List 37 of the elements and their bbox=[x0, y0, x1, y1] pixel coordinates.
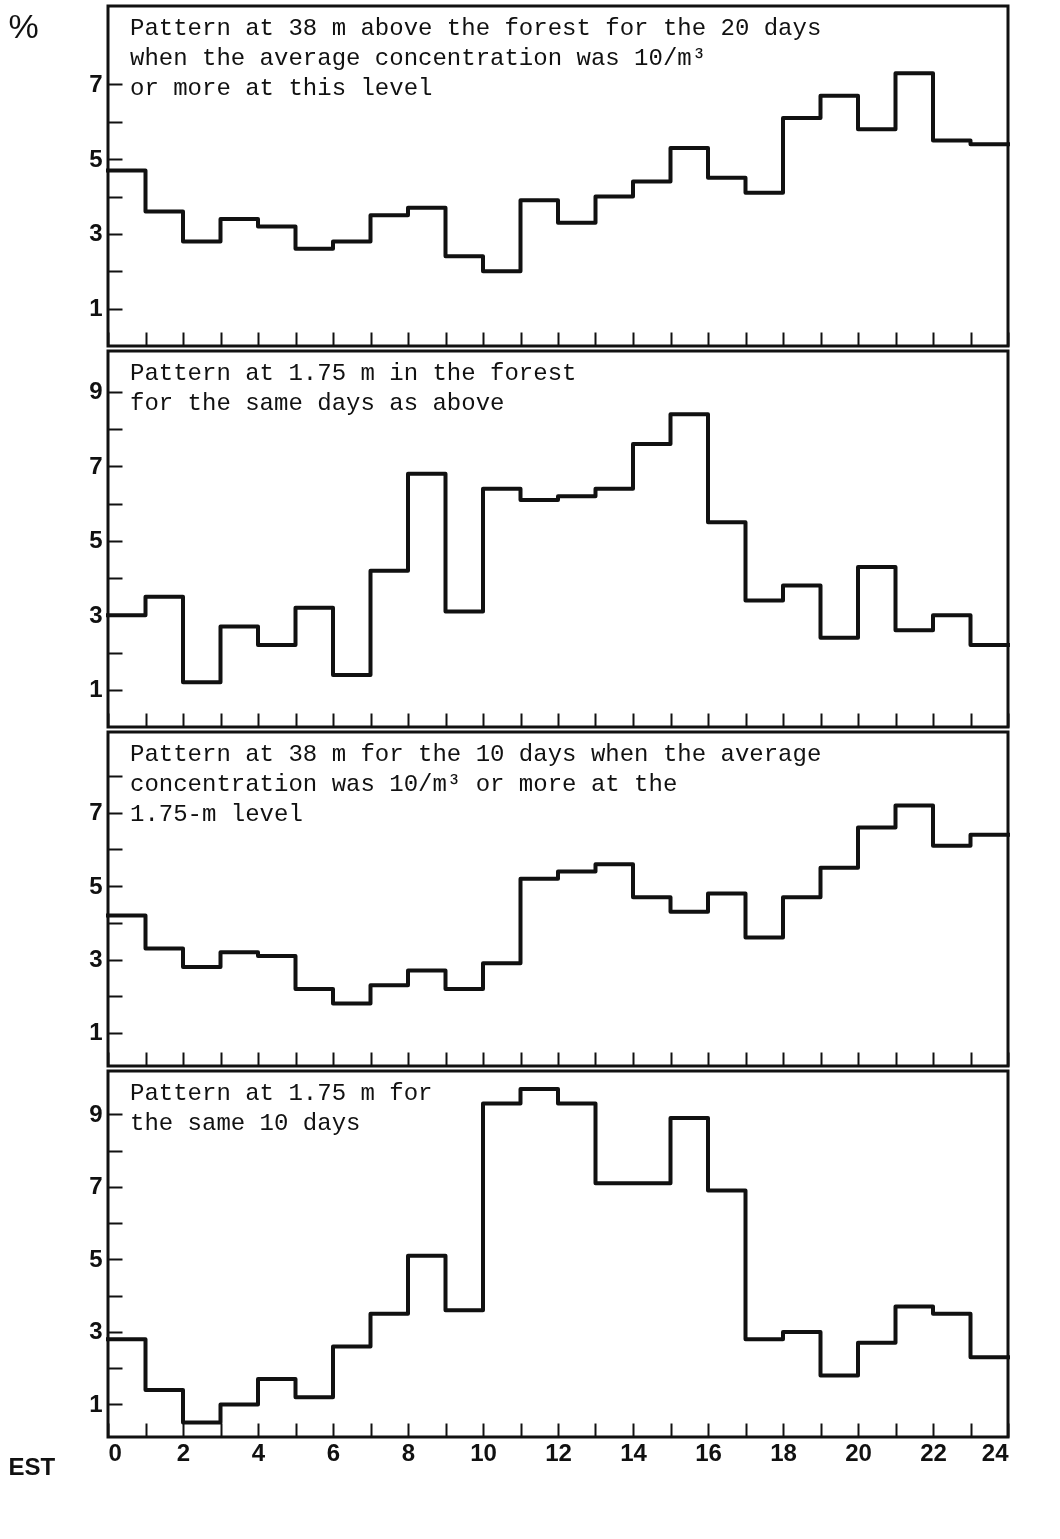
y-tick-label: 3 bbox=[89, 219, 103, 247]
y-tick-label: 3 bbox=[89, 600, 103, 628]
y-tick-label: 3 bbox=[89, 945, 103, 973]
y-tick-label: 9 bbox=[89, 377, 103, 405]
y-tick-label: 1 bbox=[89, 1389, 103, 1417]
y-tick-label: 9 bbox=[89, 1099, 103, 1127]
x-tick-label: 6 bbox=[326, 1438, 341, 1466]
x-tick-label: 8 bbox=[401, 1438, 416, 1466]
x-tick-label: 0 bbox=[108, 1438, 122, 1466]
y-tick-label: 7 bbox=[89, 1172, 103, 1200]
x-tick-label: 24 bbox=[981, 1438, 1010, 1466]
x-tick-label: 18 bbox=[770, 1438, 797, 1466]
y-tick-label: 7 bbox=[89, 69, 103, 97]
x-tick-label: 2 bbox=[176, 1438, 191, 1466]
y-tick-label: 1 bbox=[89, 1018, 103, 1046]
annotation: Pattern at 38 m above the forest for the 20 days when the average concentration was 10/m³ or more at this level bbox=[130, 15, 822, 102]
y-tick-label: 1 bbox=[89, 675, 103, 703]
annotation: Pattern at 1.75 m for the same 10 days bbox=[130, 1080, 433, 1137]
x-tick-label: 20 bbox=[845, 1438, 872, 1466]
y-tick-label: 1 bbox=[89, 294, 103, 322]
annotation: Pattern at 1.75 m in the forest for the same days as above bbox=[130, 360, 577, 417]
y-axis-title: % bbox=[8, 6, 39, 45]
y-tick-label: 7 bbox=[89, 798, 103, 826]
y-tick-label: 5 bbox=[89, 526, 103, 554]
x-tick-label: 10 bbox=[470, 1438, 497, 1466]
x-tick-label: 14 bbox=[620, 1438, 648, 1466]
y-tick-label: 5 bbox=[89, 144, 103, 172]
y-tick-label: 3 bbox=[89, 1317, 103, 1345]
x-tick-label: 4 bbox=[251, 1438, 266, 1466]
y-tick-label: 7 bbox=[89, 451, 103, 479]
x-tick-label: 22 bbox=[920, 1438, 947, 1466]
x-axis-title: EST bbox=[8, 1452, 56, 1480]
y-tick-label: 5 bbox=[89, 1244, 103, 1272]
x-tick-label: 16 bbox=[695, 1438, 722, 1466]
x-tick-label: 12 bbox=[545, 1438, 572, 1466]
annotation: Pattern at 38 m for the 10 days when the average concentration was 10/m³ or more at the 1.75-m level bbox=[130, 741, 822, 828]
y-tick-label: 5 bbox=[89, 871, 103, 899]
